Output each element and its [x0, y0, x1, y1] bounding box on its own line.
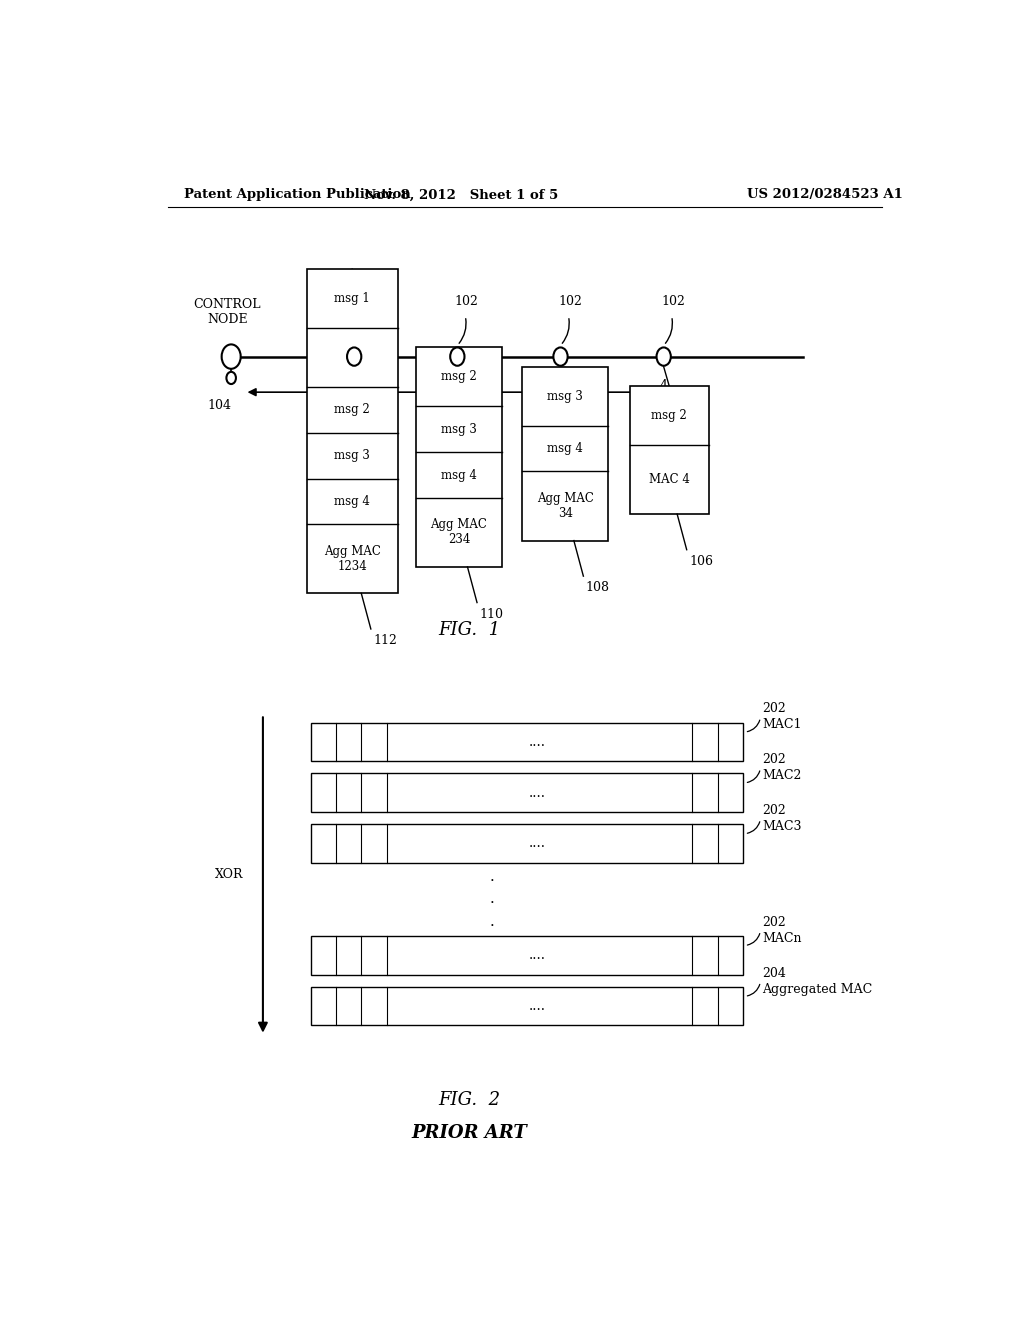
Text: FIG.  2: FIG. 2 — [438, 1092, 501, 1109]
Text: msg 2: msg 2 — [441, 371, 477, 383]
Text: PRIOR ART: PRIOR ART — [412, 1125, 527, 1142]
Bar — [310, 774, 743, 812]
Text: 202: 202 — [762, 916, 785, 929]
Bar — [630, 385, 709, 515]
Text: msg 3: msg 3 — [441, 422, 477, 436]
Text: Agg MAC
1234: Agg MAC 1234 — [324, 545, 381, 573]
Bar — [310, 936, 743, 974]
Text: 104: 104 — [207, 399, 231, 412]
Text: 4: 4 — [659, 379, 668, 392]
Text: MAC2: MAC2 — [762, 770, 802, 783]
Text: 2: 2 — [454, 379, 461, 392]
Text: MAC1: MAC1 — [762, 718, 802, 731]
Bar — [416, 347, 502, 568]
Text: 204: 204 — [762, 966, 786, 979]
Text: Agg MAC
234: Agg MAC 234 — [430, 519, 487, 546]
Text: 110: 110 — [479, 607, 504, 620]
Circle shape — [451, 347, 465, 366]
Text: Agg MAC
34: Agg MAC 34 — [537, 492, 594, 520]
Text: 112: 112 — [373, 634, 397, 647]
Text: ....: .... — [528, 999, 546, 1012]
Text: .: . — [489, 915, 495, 929]
Text: msg 2: msg 2 — [334, 404, 370, 416]
Bar — [310, 987, 743, 1026]
Circle shape — [221, 345, 241, 368]
Circle shape — [347, 347, 361, 366]
Text: .: . — [489, 892, 495, 907]
Text: 1: 1 — [350, 379, 358, 392]
Text: ....: .... — [528, 948, 546, 962]
Text: 202: 202 — [762, 754, 785, 766]
Circle shape — [656, 347, 671, 366]
Text: MAC 4: MAC 4 — [649, 473, 690, 486]
Text: 102: 102 — [455, 294, 479, 308]
Text: 108: 108 — [586, 581, 609, 594]
Text: ....: .... — [528, 785, 546, 800]
Text: 3: 3 — [556, 379, 564, 392]
Text: MACn: MACn — [762, 932, 802, 945]
Text: msg 4: msg 4 — [441, 469, 477, 482]
Text: msg 2: msg 2 — [651, 409, 687, 422]
Text: XOR: XOR — [215, 869, 243, 882]
Text: 102: 102 — [352, 294, 376, 308]
Bar — [306, 269, 397, 594]
Bar — [310, 824, 743, 863]
Text: 102: 102 — [558, 294, 582, 308]
Text: ....: .... — [528, 837, 546, 850]
Bar — [522, 367, 608, 541]
Bar — [310, 722, 743, 762]
Text: msg 3: msg 3 — [334, 449, 370, 462]
Text: ....: .... — [528, 735, 546, 748]
Circle shape — [553, 347, 567, 366]
Text: US 2012/0284523 A1: US 2012/0284523 A1 — [748, 189, 903, 202]
Text: Patent Application Publication: Patent Application Publication — [183, 189, 411, 202]
Text: Aggregated MAC: Aggregated MAC — [762, 982, 872, 995]
Text: 106: 106 — [689, 554, 713, 568]
Text: 102: 102 — [662, 294, 685, 308]
Text: Nov. 8, 2012   Sheet 1 of 5: Nov. 8, 2012 Sheet 1 of 5 — [365, 189, 558, 202]
Text: msg 4: msg 4 — [334, 495, 370, 508]
Text: msg 1: msg 1 — [334, 292, 370, 305]
Text: msg 4: msg 4 — [548, 442, 584, 455]
Text: FIG.  1: FIG. 1 — [438, 620, 501, 639]
Text: 202: 202 — [762, 804, 785, 817]
Text: .: . — [489, 870, 495, 884]
Text: msg 3: msg 3 — [548, 389, 584, 403]
Circle shape — [226, 372, 236, 384]
Text: CONTROL
NODE: CONTROL NODE — [194, 298, 261, 326]
Text: MAC3: MAC3 — [762, 820, 802, 833]
Text: 202: 202 — [762, 702, 785, 715]
